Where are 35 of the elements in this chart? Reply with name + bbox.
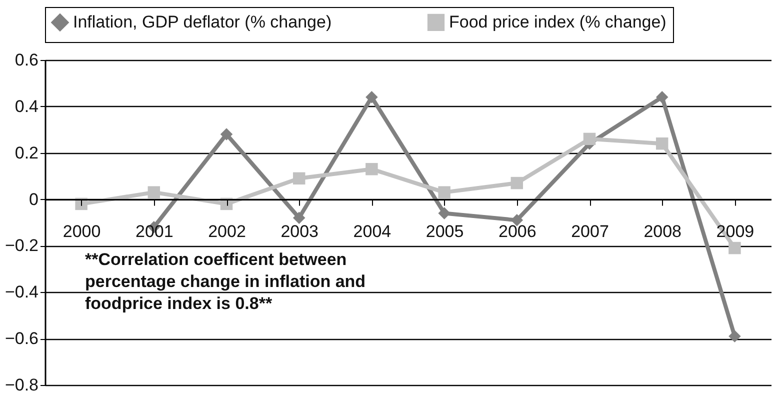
point	[366, 91, 378, 104]
y-tick-label: −0.4	[4, 282, 38, 302]
point	[510, 176, 524, 190]
point	[148, 186, 160, 198]
point	[220, 128, 233, 140]
x-tick-label: 2002	[208, 222, 246, 241]
y-tick-label: −0.6	[4, 329, 38, 348]
y-tick-label: 0.4	[14, 96, 38, 116]
x-tick-label: 2009	[716, 222, 754, 241]
text: **Correlation coefficent between percentage change in inflation and foodprice index is 0.8**	[85, 250, 366, 313]
y-tick-label: 0.6	[14, 50, 38, 70]
x-tick-label: 2000	[62, 222, 101, 241]
point	[438, 186, 450, 198]
x-tick-label: 2006	[498, 222, 536, 241]
y-tick-label: 0.2	[14, 143, 38, 162]
x-tick-label: 2007	[571, 222, 609, 241]
y-tick-label: 0	[29, 190, 38, 209]
legend-label: Food price index (% change)	[449, 12, 666, 32]
x-tick-label: 2004	[353, 222, 392, 241]
point	[366, 162, 378, 176]
y-tick-label: −0.2	[4, 236, 38, 256]
x-tick-label: 2001	[135, 222, 174, 241]
point	[656, 91, 668, 104]
point	[728, 242, 741, 254]
point	[292, 172, 306, 185]
point	[438, 207, 450, 220]
y-tick-label: −0.8	[4, 376, 38, 394]
point	[656, 137, 668, 150]
legend-label: Inflation, GDP deflator (% change)	[73, 12, 332, 32]
x-tick-label: 2008	[644, 222, 682, 241]
point	[583, 132, 596, 146]
point	[728, 330, 741, 342]
x-tick-label: 2005	[426, 222, 464, 241]
point	[292, 212, 306, 224]
x-tick-label: 2003	[280, 222, 319, 241]
